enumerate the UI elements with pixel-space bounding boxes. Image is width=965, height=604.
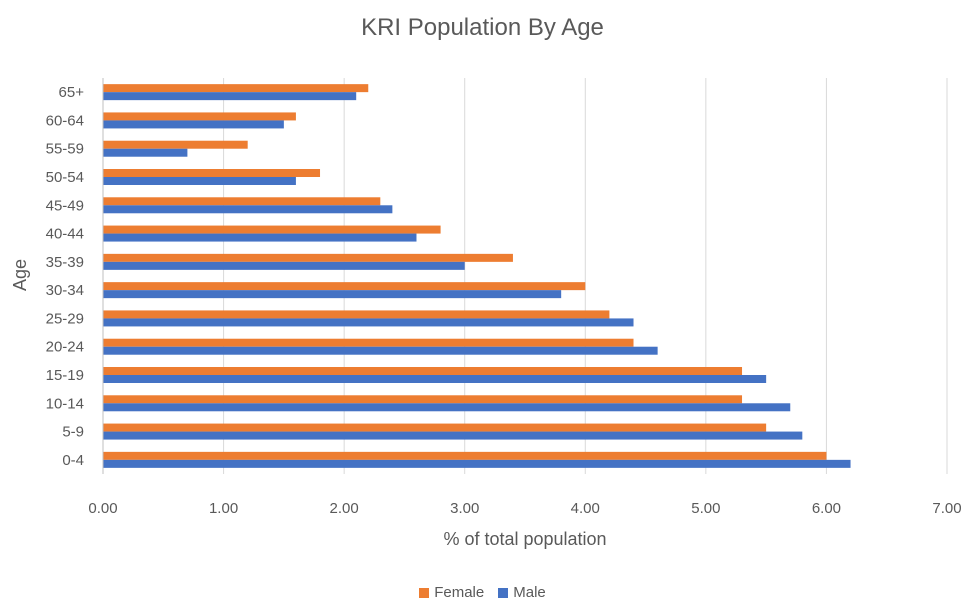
x-tick-label: 5.00	[691, 500, 720, 517]
bar-female	[103, 423, 767, 432]
y-tick-label: 0-4	[62, 452, 84, 469]
legend-swatch	[498, 587, 509, 598]
bar-female	[103, 253, 513, 262]
legend-label: Male	[513, 584, 546, 601]
y-tick-label: 55-59	[46, 141, 84, 158]
y-tick-label: 25-29	[46, 310, 84, 327]
bar-female	[103, 395, 743, 404]
bars	[103, 84, 851, 468]
bar-male	[103, 403, 791, 412]
y-tick-label: 15-19	[46, 367, 84, 384]
x-tick-label: 2.00	[330, 500, 359, 517]
x-tick-label: 3.00	[450, 500, 479, 517]
bar-female	[103, 310, 610, 319]
y-tick-label: 60-64	[46, 112, 84, 129]
y-tick-label: 40-44	[46, 226, 84, 243]
bar-female	[103, 451, 827, 460]
bar-male	[103, 375, 767, 383]
x-tick-label: 4.00	[571, 500, 600, 517]
bar-female	[103, 282, 586, 291]
bar-female	[103, 367, 743, 375]
x-axis-title: % of total population	[443, 529, 606, 549]
bar-female	[103, 140, 248, 149]
y-tick-label: 10-14	[46, 395, 84, 412]
y-tick-label: 5-9	[62, 424, 84, 441]
y-axis-title: Age	[10, 259, 30, 291]
bar-male	[103, 318, 634, 327]
y-tick-label: 30-34	[46, 282, 84, 299]
bar-female	[103, 84, 369, 93]
bar-female	[103, 112, 296, 121]
bar-female	[103, 197, 381, 206]
bar-male	[103, 120, 284, 129]
x-tick-label: 1.00	[209, 500, 238, 517]
legend-label: Female	[434, 584, 485, 601]
x-tick-label: 6.00	[812, 500, 841, 517]
bar-male	[103, 148, 188, 157]
bar-male	[103, 92, 357, 101]
x-tick-label: 0.00	[88, 500, 117, 517]
legend-entry-female: Female	[419, 584, 484, 601]
bar-male	[103, 177, 296, 185]
bar-female	[103, 225, 441, 234]
bar-male	[103, 205, 393, 214]
x-tick-label: 7.00	[932, 500, 961, 517]
y-tick-label: 45-49	[46, 197, 84, 214]
bar-female	[103, 338, 634, 347]
bar-male	[103, 261, 465, 270]
bar-male	[103, 290, 562, 299]
gridlines	[223, 78, 948, 474]
legend-swatch	[419, 587, 430, 598]
legend: Female Male	[0, 584, 965, 601]
y-tick-label: 50-54	[46, 169, 84, 186]
bar-female	[103, 169, 321, 177]
axes: 0.00 1.00 2.00 3.00 4.00 5.00 6.00 7.00 0-4 5-9 10…	[46, 78, 962, 517]
bar-male	[103, 233, 417, 242]
legend-entry-male: Male	[498, 584, 546, 601]
y-tick-label: 35-39	[46, 254, 84, 271]
chart-title: KRI Population By Age	[361, 14, 604, 41]
bar-male	[103, 431, 803, 440]
y-tick-label: 20-24	[46, 339, 84, 356]
y-tick-label: 65+	[59, 84, 85, 101]
bar-male	[103, 346, 658, 355]
bar-male	[103, 459, 851, 468]
